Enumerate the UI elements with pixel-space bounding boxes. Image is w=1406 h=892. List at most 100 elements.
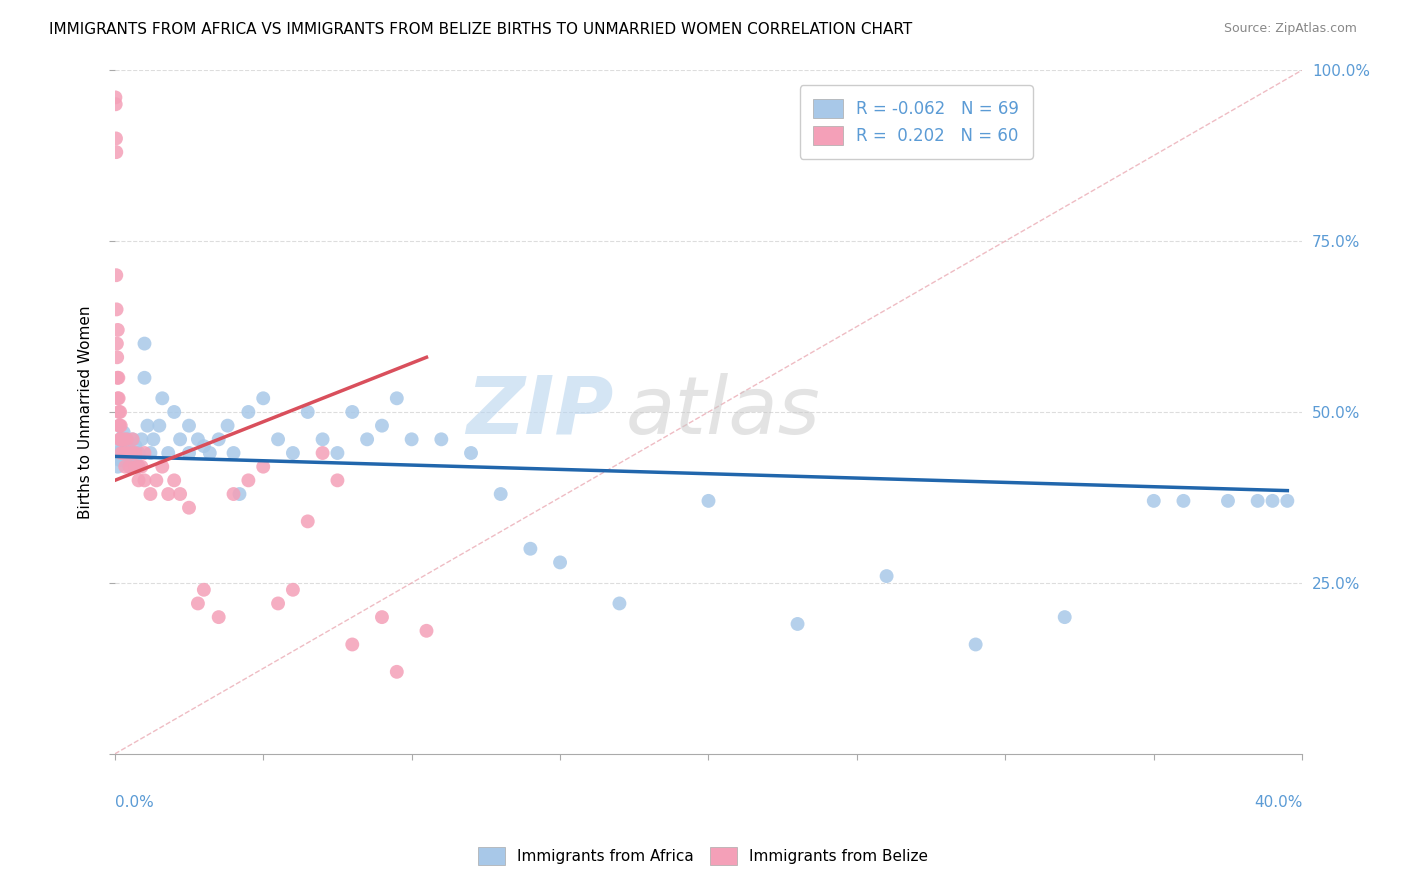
Point: [112, 439, 135, 453]
Point: [118, 459, 141, 474]
Point: [198, 446, 221, 460]
Point: [297, 515, 319, 529]
Point: [222, 446, 245, 460]
Point: [267, 597, 290, 611]
Point: [177, 446, 200, 460]
Point: [114, 446, 136, 460]
Point: [145, 474, 167, 488]
Point: [112, 433, 135, 447]
Point: [115, 433, 138, 447]
Point: [107, 392, 129, 406]
Point: [112, 425, 135, 440]
Point: [115, 446, 138, 460]
Y-axis label: Births to Unmarried Women: Births to Unmarried Women: [79, 305, 93, 519]
Point: [228, 487, 250, 501]
Point: [177, 500, 200, 515]
Point: [115, 433, 138, 447]
Point: [107, 439, 129, 453]
Point: [107, 392, 129, 406]
Point: [1277, 494, 1299, 508]
Point: [121, 446, 143, 460]
Point: [105, 446, 128, 460]
Point: [208, 610, 231, 624]
Point: [110, 433, 132, 447]
Point: [281, 582, 304, 597]
Point: [111, 433, 134, 447]
Text: Source: ZipAtlas.com: Source: ZipAtlas.com: [1223, 22, 1357, 36]
Point: [124, 453, 146, 467]
Point: [163, 474, 186, 488]
Point: [326, 446, 349, 460]
Point: [1053, 610, 1076, 624]
Point: [110, 433, 132, 447]
Point: [110, 446, 132, 460]
Point: [108, 405, 131, 419]
Point: [311, 446, 333, 460]
Point: [124, 439, 146, 453]
Point: [548, 556, 571, 570]
Point: [128, 446, 150, 460]
Point: [107, 323, 129, 337]
Point: [252, 392, 274, 406]
Point: [401, 433, 423, 447]
Point: [108, 418, 131, 433]
Legend: Immigrants from Africa, Immigrants from Belize: Immigrants from Africa, Immigrants from …: [471, 841, 935, 871]
Point: [326, 474, 349, 488]
Point: [281, 446, 304, 460]
Point: [460, 446, 482, 460]
Point: [128, 459, 150, 474]
Point: [1173, 494, 1195, 508]
Point: [385, 392, 408, 406]
Point: [786, 617, 808, 632]
Point: [110, 446, 132, 460]
Point: [105, 302, 128, 317]
Point: [108, 433, 131, 447]
Point: [124, 459, 146, 474]
Point: [134, 336, 156, 351]
Point: [157, 446, 180, 460]
Point: [114, 459, 136, 474]
Point: [118, 446, 141, 460]
Point: [157, 487, 180, 501]
Legend: R = -0.062   N = 69, R =  0.202   N = 60: R = -0.062 N = 69, R = 0.202 N = 60: [800, 86, 1032, 159]
Point: [150, 459, 173, 474]
Point: [311, 433, 333, 447]
Point: [342, 638, 364, 652]
Point: [110, 418, 132, 433]
Point: [107, 459, 129, 474]
Point: [107, 371, 129, 385]
Point: [107, 371, 129, 385]
Point: [134, 474, 156, 488]
Point: [105, 268, 128, 283]
Point: [169, 433, 191, 447]
Point: [415, 624, 437, 638]
Point: [238, 405, 260, 419]
Point: [193, 582, 215, 597]
Point: [118, 459, 141, 474]
Point: [108, 453, 131, 467]
Point: [111, 453, 134, 467]
Point: [385, 665, 408, 679]
Point: [115, 453, 138, 467]
Point: [131, 459, 153, 474]
Point: [139, 487, 162, 501]
Point: [1143, 494, 1166, 508]
Point: [139, 446, 162, 460]
Point: [519, 541, 541, 556]
Point: [187, 433, 209, 447]
Point: [121, 433, 143, 447]
Point: [1216, 494, 1239, 508]
Point: [609, 597, 631, 611]
Point: [124, 446, 146, 460]
Point: [222, 487, 245, 501]
Point: [371, 418, 394, 433]
Point: [105, 145, 128, 160]
Point: [430, 433, 453, 447]
Point: [134, 371, 156, 385]
Point: [104, 97, 127, 112]
Point: [142, 433, 165, 447]
Text: IMMIGRANTS FROM AFRICA VS IMMIGRANTS FROM BELIZE BIRTHS TO UNMARRIED WOMEN CORRE: IMMIGRANTS FROM AFRICA VS IMMIGRANTS FRO…: [49, 22, 912, 37]
Point: [267, 433, 290, 447]
Point: [489, 487, 512, 501]
Point: [1261, 494, 1284, 508]
